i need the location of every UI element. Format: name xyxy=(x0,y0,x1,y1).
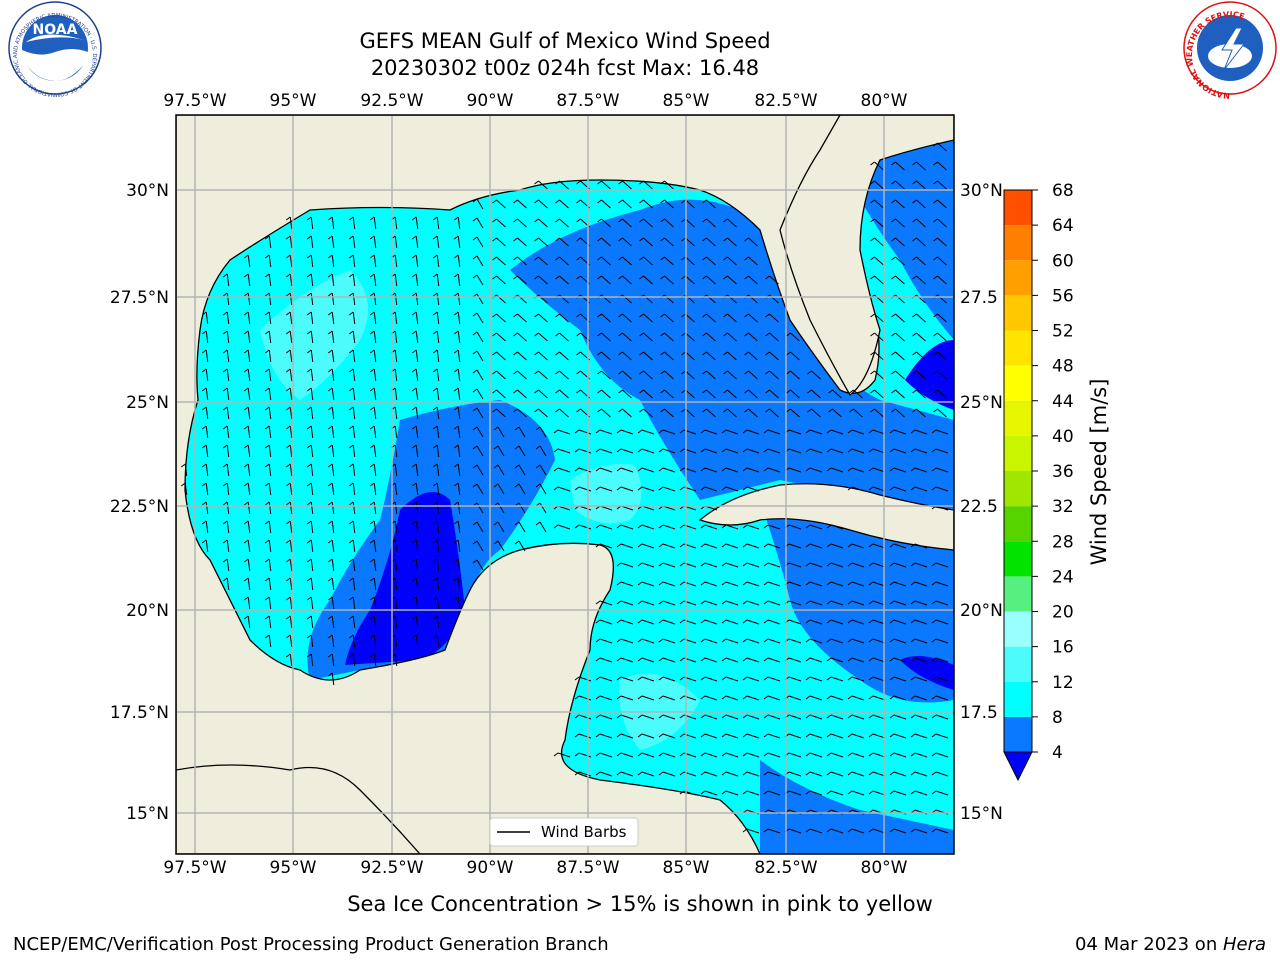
nws-logo: NATIONAL WEATHER SERVICE xyxy=(1183,1,1277,100)
lon-label-bottom: 80°W xyxy=(861,858,908,878)
wind-zone-4-8-east xyxy=(510,199,954,521)
colorbar-tick-label: 56 xyxy=(1052,286,1074,306)
lat-label-right: 22.5 xyxy=(960,497,998,517)
lon-label-bottom: 95°W xyxy=(270,858,317,878)
colorbar-tick-label: 4 xyxy=(1052,743,1063,763)
colorbar-tick-label: 32 xyxy=(1052,497,1074,517)
colorbar-extend xyxy=(1003,751,1033,782)
map-area xyxy=(176,115,954,854)
colorbar-segment xyxy=(1004,400,1032,436)
lat-label-right: 30°N xyxy=(960,181,1003,201)
colorbar-tick-label: 28 xyxy=(1052,532,1074,552)
lat-label-left: 15°N xyxy=(126,804,169,824)
lon-label-bottom: 85°W xyxy=(663,858,710,878)
colorbar-segment xyxy=(1004,190,1032,226)
colorbar-tick-label: 40 xyxy=(1052,427,1074,447)
colorbar-segment xyxy=(1004,260,1032,296)
lat-label-left: 22.5°N xyxy=(110,497,169,517)
lon-label-top: 92.5°W xyxy=(360,91,423,111)
lat-label-left: 17.5°N xyxy=(110,703,169,723)
lon-label-bottom: 97.5°W xyxy=(163,858,226,878)
lat-label-left: 20°N xyxy=(126,601,169,621)
florida-peninsula-land xyxy=(779,115,954,396)
lon-label-top: 90°W xyxy=(467,91,514,111)
footer-date: 04 Mar 2023 on Hera xyxy=(1075,934,1266,955)
colorbar-segment xyxy=(1004,295,1032,331)
colorbar-label: Wind Speed [m/s] xyxy=(1087,379,1111,566)
lon-label-top: 97.5°W xyxy=(163,91,226,111)
svg-text:NOAA: NOAA xyxy=(33,22,78,38)
colorbar-segment xyxy=(1004,681,1032,717)
colorbar-segment xyxy=(1004,646,1032,682)
lon-label-top: 80°W xyxy=(861,91,908,111)
colorbar-segment xyxy=(1004,576,1032,612)
colorbar-tick-label: 24 xyxy=(1052,567,1074,587)
colorbar-segment xyxy=(1004,506,1032,542)
lat-lon-grid xyxy=(176,115,954,854)
lon-label-bottom: 82.5°W xyxy=(754,858,817,878)
colorbar-segment xyxy=(1004,611,1032,647)
colorbar-segment xyxy=(1004,225,1032,261)
central-america-land xyxy=(176,764,421,854)
colorbar-tick-label: 64 xyxy=(1052,216,1074,236)
colorbar-tick-label: 48 xyxy=(1052,357,1074,377)
lat-label-right: 15°N xyxy=(960,804,1003,824)
lat-label-right: 17.5 xyxy=(960,703,998,723)
lat-label-left: 25°N xyxy=(126,393,169,413)
colorbar-tick-label: 44 xyxy=(1052,392,1074,412)
colorbar-segment xyxy=(1004,541,1032,577)
lon-label-top: 85°W xyxy=(663,91,710,111)
colorbar-segment xyxy=(1004,716,1032,752)
colorbar-tick-label: 60 xyxy=(1052,251,1074,271)
map-frame xyxy=(175,114,955,855)
colorbar-tick-label: 16 xyxy=(1052,638,1074,658)
lon-label-bottom: 92.5°W xyxy=(360,858,423,878)
colorbar-tick-label: 8 xyxy=(1052,708,1063,728)
lon-label-top: 87.5°W xyxy=(556,91,619,111)
noaa-logo: NOAA NATIONAL OCEANIC AND ATMOSPHERIC AD… xyxy=(0,0,102,97)
map-subtitle: 20230302 t00z 024h fcst Max: 16.48 xyxy=(371,56,759,80)
wind-zone-4-8-caribbean xyxy=(760,500,954,703)
lon-label-top: 82.5°W xyxy=(754,91,817,111)
sea-ice-note: Sea Ice Concentration > 15% is shown in … xyxy=(347,892,933,916)
colorbar-tick-label: 52 xyxy=(1052,322,1074,342)
legend-label: Wind Barbs xyxy=(541,823,627,841)
axis-tick-labels: 97.5°W 97.5°W 95°W 95°W 92.5°W 92.5°W 90°W 90°W… xyxy=(110,91,1003,878)
colorbar-segment xyxy=(1004,435,1032,471)
lon-label-bottom: 87.5°W xyxy=(556,858,619,878)
lat-label-right: 20°N xyxy=(960,601,1003,621)
footer-branch: NCEP/EMC/Verification Post Processing Pr… xyxy=(13,934,609,955)
lon-label-bottom: 90°W xyxy=(467,858,514,878)
lon-label-top: 95°W xyxy=(270,91,317,111)
colorbar-tick-label: 68 xyxy=(1052,181,1074,201)
colorbar-segment xyxy=(1004,471,1032,507)
colorbar-segment xyxy=(1004,365,1032,401)
lat-label-right: 25°N xyxy=(960,393,1003,413)
colorbar-tick-label: 12 xyxy=(1052,673,1074,693)
colorbar-tick-label: 20 xyxy=(1052,603,1074,623)
lat-label-left: 27.5°N xyxy=(110,288,169,308)
wind-zone-12-16-west xyxy=(260,270,368,400)
map-title: GEFS MEAN Gulf of Mexico Wind Speed xyxy=(359,29,770,53)
map-legend: Wind Barbs xyxy=(489,817,639,847)
colorbar-segment xyxy=(1004,330,1032,366)
colorbar-tick-label: 36 xyxy=(1052,462,1074,482)
cuba-land xyxy=(698,483,954,551)
lat-label-right: 27.5 xyxy=(960,288,998,308)
lat-label-left: 30°N xyxy=(126,181,169,201)
